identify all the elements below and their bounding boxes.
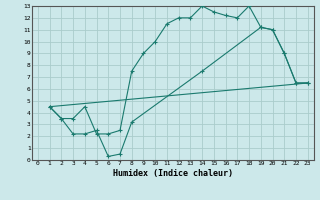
X-axis label: Humidex (Indice chaleur): Humidex (Indice chaleur) [113,169,233,178]
